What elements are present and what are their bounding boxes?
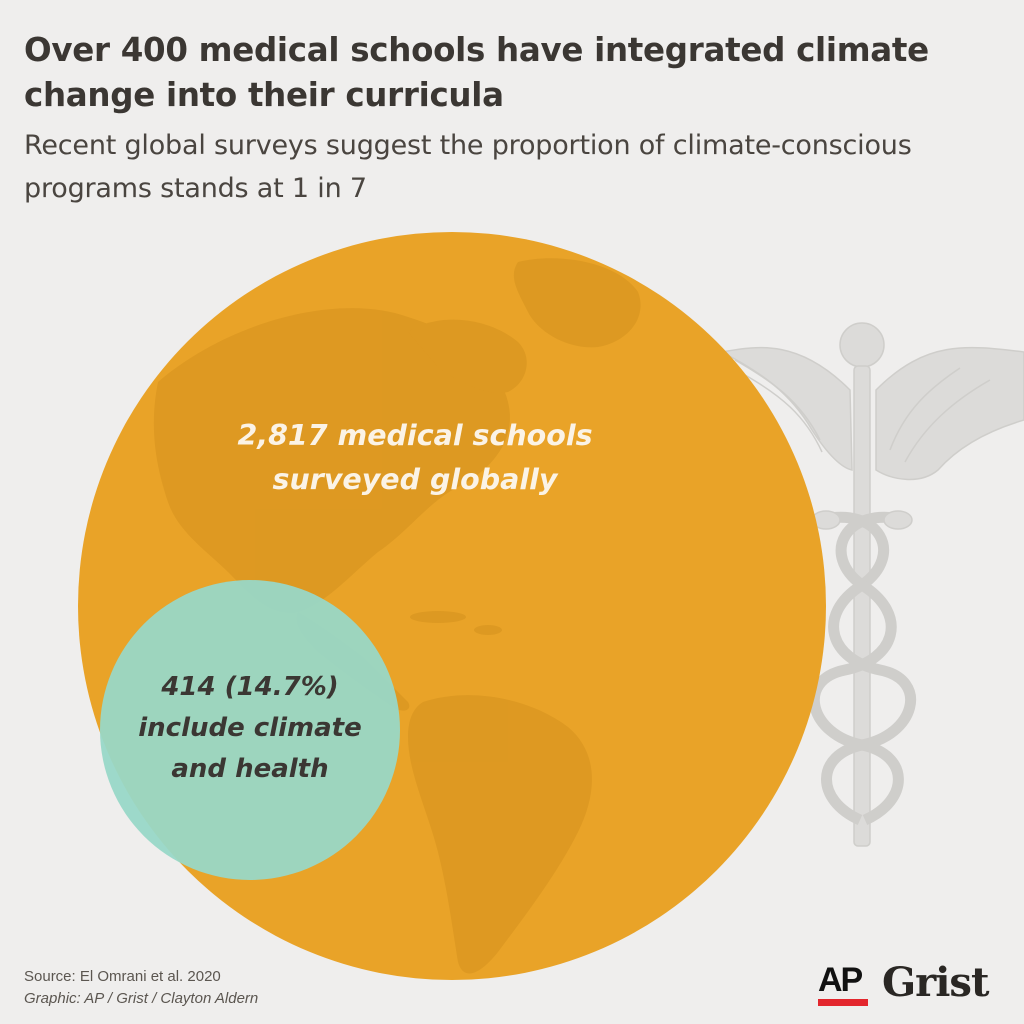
- surveyed-schools-label-line: surveyed globally: [272, 463, 558, 496]
- climate-schools-label-line: 414 (14.7%): [161, 672, 339, 702]
- globe-map-texture: [153, 258, 778, 974]
- surveyed-schools-label-line: 2,817 medical schools: [237, 419, 593, 452]
- ap-logo: AP: [818, 963, 868, 1006]
- chart-title: Over 400 medical schools have integrated…: [24, 31, 929, 114]
- climate-schools-label-line: and health: [171, 754, 329, 784]
- grist-logo: Grist: [882, 959, 989, 1006]
- graphic-credit: Graphic: AP / Grist / Clayton Aldern: [24, 990, 259, 1007]
- surveyed-schools-label: 2,817 medical schools surveyed globally: [200, 414, 630, 502]
- chart-subtitle: Recent global surveys suggest the propor…: [24, 130, 912, 204]
- climate-schools-circle: [100, 580, 400, 880]
- climate-schools-label: 414 (14.7%) include climate and health: [100, 667, 400, 790]
- climate-schools-label-line: include climate: [138, 713, 362, 743]
- source-note: Source: El Omrani et al. 2020: [24, 968, 221, 985]
